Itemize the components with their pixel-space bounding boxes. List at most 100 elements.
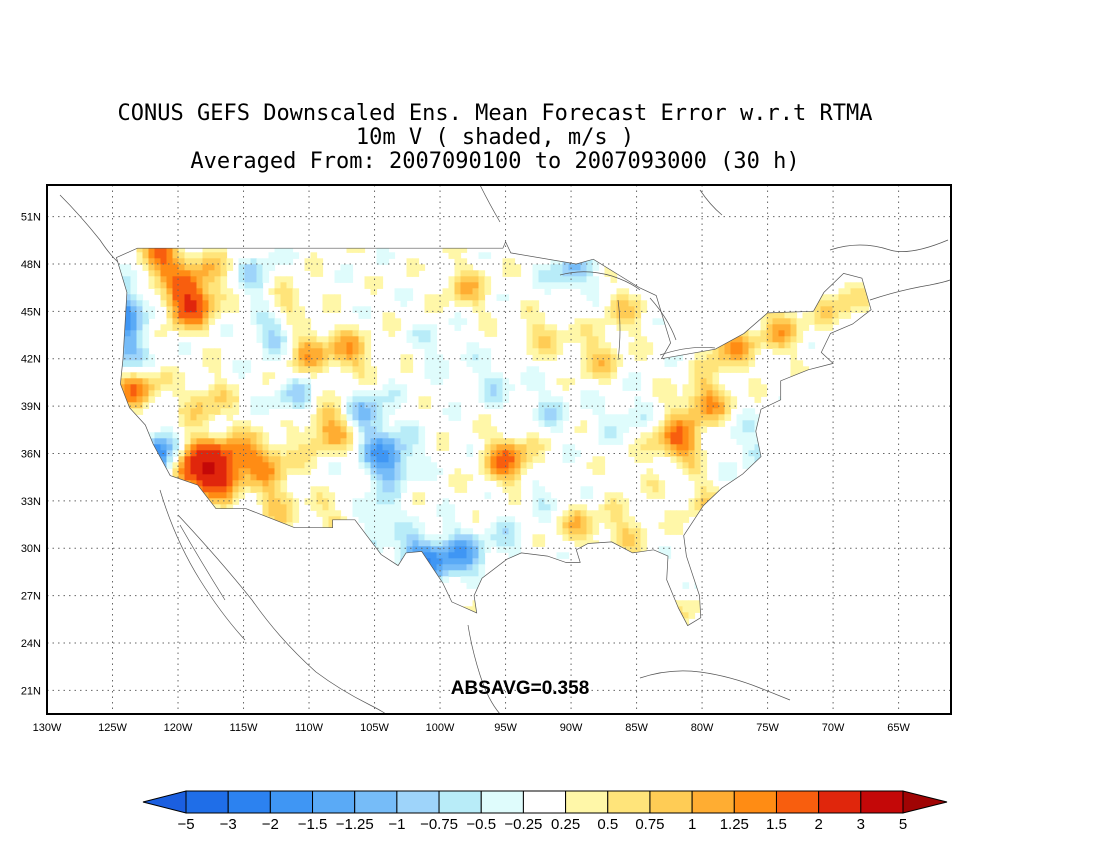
field-cell	[262, 402, 270, 409]
field-cell	[376, 492, 384, 499]
field-cell	[142, 258, 150, 265]
field-cell	[202, 396, 210, 403]
field-cell	[442, 564, 450, 571]
field-cell	[592, 294, 600, 301]
field-cell	[850, 294, 858, 301]
field-cell	[670, 408, 678, 415]
field-cell	[598, 330, 606, 337]
field-cell	[196, 264, 204, 271]
field-cell	[610, 420, 618, 427]
field-cell	[718, 348, 726, 355]
field-cell	[178, 246, 186, 253]
field-cell	[352, 510, 360, 517]
field-cell	[562, 534, 570, 541]
field-cell	[604, 360, 612, 367]
field-cell	[484, 468, 492, 475]
field-cell	[388, 408, 396, 415]
field-cell	[694, 450, 702, 457]
field-cell	[262, 480, 270, 487]
field-cell	[136, 246, 144, 253]
field-cell	[178, 408, 186, 415]
field-cell	[232, 306, 240, 313]
field-cell	[286, 504, 294, 511]
field-cell	[592, 390, 600, 397]
field-cell	[166, 276, 174, 283]
field-cell	[742, 426, 750, 433]
field-cell	[652, 444, 660, 451]
field-cell	[316, 366, 324, 373]
field-cell	[208, 474, 216, 481]
field-cell	[622, 306, 630, 313]
field-cell	[364, 366, 372, 373]
field-cell	[508, 444, 516, 451]
field-cell	[688, 372, 696, 379]
field-cell	[526, 384, 534, 391]
field-cell	[628, 330, 636, 337]
field-cell	[526, 456, 534, 463]
field-cell	[850, 282, 858, 289]
field-cell	[148, 276, 156, 283]
field-cell	[598, 324, 606, 331]
field-cell	[826, 306, 834, 313]
field-cell	[256, 432, 264, 439]
field-cell	[460, 552, 468, 559]
field-cell	[778, 318, 786, 325]
field-cell	[238, 372, 246, 379]
field-cell	[304, 498, 312, 505]
field-cell	[334, 276, 342, 283]
field-cell	[760, 342, 768, 349]
field-cell	[622, 378, 630, 385]
field-cell	[124, 378, 132, 385]
field-cell	[526, 306, 534, 313]
field-cell	[466, 540, 474, 547]
field-cell	[454, 408, 462, 415]
field-cell	[586, 288, 594, 295]
field-cell	[166, 450, 174, 457]
field-cell	[160, 282, 168, 289]
plot-frame	[46, 184, 952, 715]
field-cell	[370, 282, 378, 289]
lon-tick-label: 100W	[426, 722, 455, 734]
field-cell	[838, 288, 846, 295]
field-cell	[214, 246, 222, 253]
field-cell	[706, 414, 714, 421]
field-cell	[580, 420, 588, 427]
lon-tick-label: 130W	[33, 722, 62, 734]
field-cell	[772, 318, 780, 325]
field-cell	[718, 402, 726, 409]
field-cell	[124, 282, 132, 289]
field-cell	[820, 312, 828, 319]
field-cell	[124, 336, 132, 343]
field-cell	[346, 342, 354, 349]
field-cell	[328, 438, 336, 445]
field-cell	[364, 360, 372, 367]
field-cell	[286, 432, 294, 439]
field-cell	[634, 420, 642, 427]
field-cell	[454, 528, 462, 535]
field-cell	[262, 504, 270, 511]
field-cell	[712, 402, 720, 409]
field-cell	[370, 474, 378, 481]
field-cell	[334, 354, 342, 361]
field-cell	[304, 432, 312, 439]
colorbar-label: 1	[688, 816, 696, 833]
field-cell	[202, 282, 210, 289]
field-cell	[382, 420, 390, 427]
field-cell	[574, 318, 582, 325]
field-cell	[688, 438, 696, 445]
field-cell	[418, 492, 426, 499]
field-cell	[472, 300, 480, 307]
field-cell	[742, 408, 750, 415]
field-cell	[358, 246, 366, 253]
field-cell	[622, 414, 630, 421]
field-cell	[610, 270, 618, 277]
colorbar-label: 2	[814, 816, 822, 833]
field-cell	[688, 420, 696, 427]
field-cell	[226, 258, 234, 265]
field-cell	[496, 378, 504, 385]
field-cell	[580, 504, 588, 511]
field-cell	[376, 450, 384, 457]
field-cell	[412, 258, 420, 265]
colorbar-box	[522, 790, 567, 814]
field-cell	[556, 552, 564, 559]
